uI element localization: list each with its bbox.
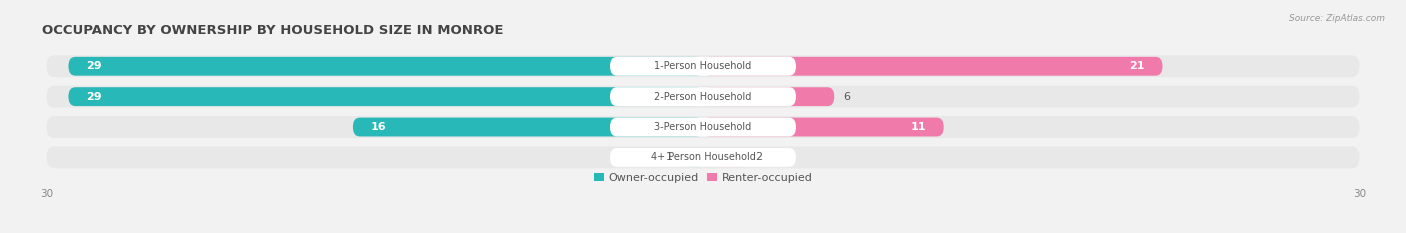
FancyBboxPatch shape: [610, 57, 796, 76]
Text: 1-Person Household: 1-Person Household: [654, 61, 752, 71]
FancyBboxPatch shape: [703, 118, 943, 137]
FancyBboxPatch shape: [703, 87, 834, 106]
Text: 1: 1: [665, 152, 672, 162]
FancyBboxPatch shape: [46, 86, 1360, 108]
Legend: Owner-occupied, Renter-occupied: Owner-occupied, Renter-occupied: [589, 168, 817, 187]
FancyBboxPatch shape: [46, 147, 1360, 168]
FancyBboxPatch shape: [46, 55, 1360, 77]
Text: 4+ Person Household: 4+ Person Household: [651, 152, 755, 162]
Text: 16: 16: [370, 122, 387, 132]
Text: 29: 29: [86, 92, 101, 102]
Text: 2-Person Household: 2-Person Household: [654, 92, 752, 102]
FancyBboxPatch shape: [69, 57, 703, 76]
Text: 6: 6: [844, 92, 851, 102]
Text: 29: 29: [86, 61, 101, 71]
FancyBboxPatch shape: [353, 118, 703, 137]
FancyBboxPatch shape: [69, 87, 703, 106]
FancyBboxPatch shape: [681, 148, 703, 167]
FancyBboxPatch shape: [46, 116, 1360, 138]
FancyBboxPatch shape: [703, 57, 1163, 76]
Text: 21: 21: [1129, 61, 1144, 71]
FancyBboxPatch shape: [703, 148, 747, 167]
Text: 11: 11: [911, 122, 927, 132]
Text: Source: ZipAtlas.com: Source: ZipAtlas.com: [1289, 14, 1385, 23]
FancyBboxPatch shape: [610, 118, 796, 137]
FancyBboxPatch shape: [610, 87, 796, 106]
Text: 2: 2: [755, 152, 762, 162]
Text: OCCUPANCY BY OWNERSHIP BY HOUSEHOLD SIZE IN MONROE: OCCUPANCY BY OWNERSHIP BY HOUSEHOLD SIZE…: [42, 24, 503, 37]
Text: 3-Person Household: 3-Person Household: [654, 122, 752, 132]
FancyBboxPatch shape: [610, 148, 796, 167]
